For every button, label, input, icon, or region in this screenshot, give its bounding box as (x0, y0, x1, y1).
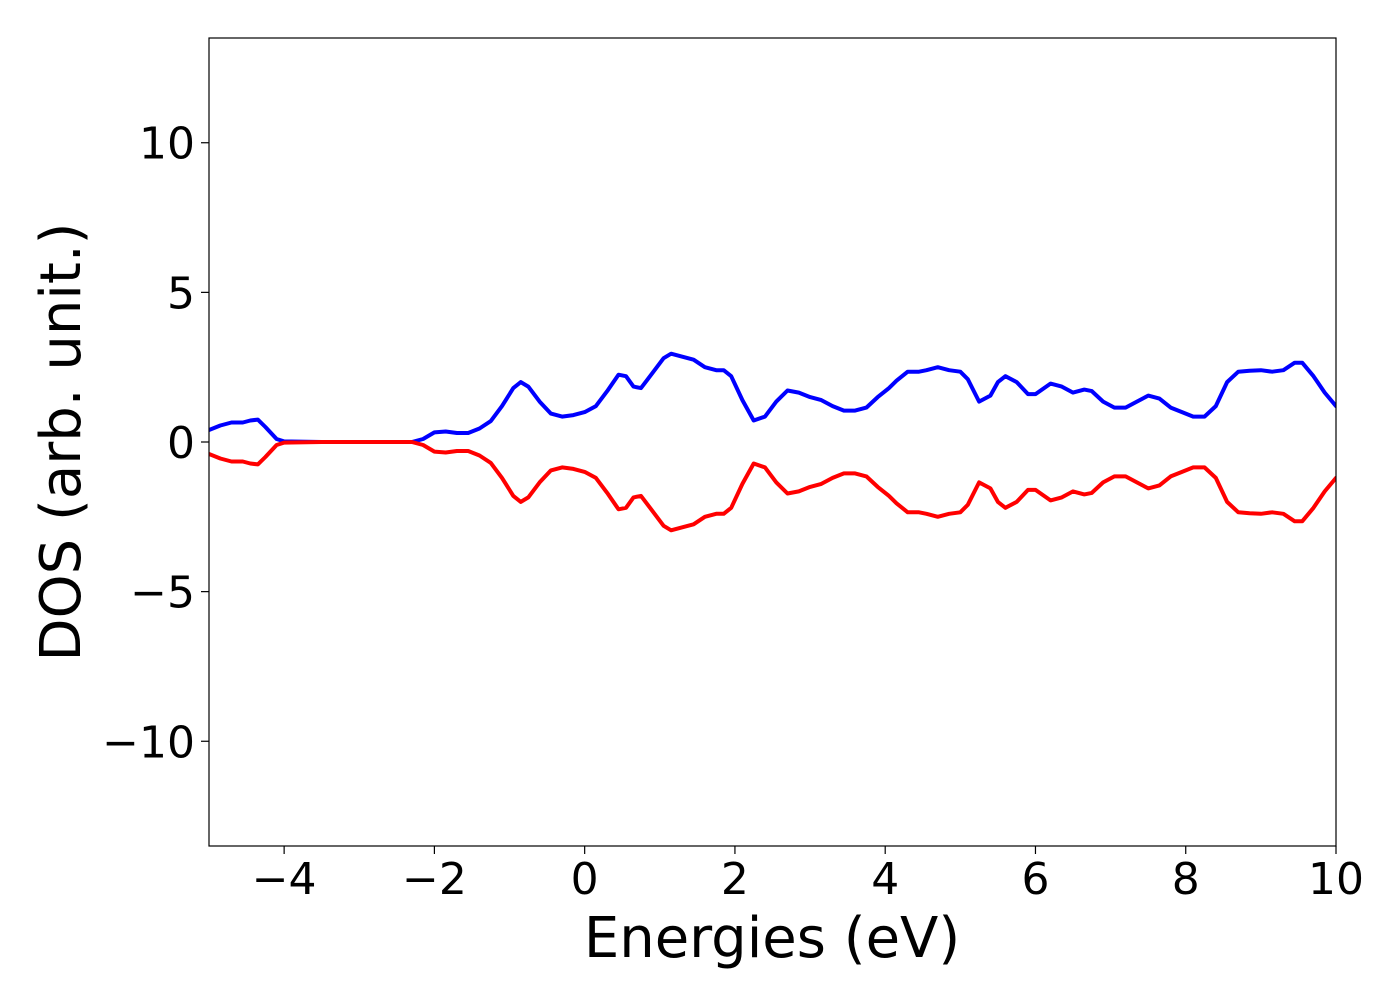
y-axis: −10 −5 0 5 10 (102, 119, 209, 768)
x-tick-label: −2 (402, 854, 467, 905)
x-tick-label: 0 (571, 854, 599, 905)
x-tick-label: 10 (1308, 854, 1364, 905)
x-tick-label: −4 (252, 854, 317, 905)
x-tick-label: 6 (1021, 854, 1049, 905)
series-layer (209, 351, 1336, 533)
y-tick-label: 10 (139, 119, 195, 170)
y-tick-label: −10 (102, 717, 195, 768)
x-axis-label: Energies (eV) (584, 906, 960, 971)
x-tick-label: 8 (1172, 854, 1200, 905)
y-tick-label: 5 (167, 268, 195, 319)
y-tick-label: −5 (130, 568, 195, 619)
x-tick-label: 4 (871, 854, 899, 905)
y-tick-label: 0 (167, 418, 195, 469)
series-line-1 (209, 351, 1336, 444)
x-axis: −4 −2 0 2 4 6 8 10 (252, 846, 1364, 905)
y-axis-label: DOS (arb. unit.) (29, 222, 94, 661)
series-line-2 (209, 440, 1336, 533)
x-tick-label: 2 (721, 854, 749, 905)
